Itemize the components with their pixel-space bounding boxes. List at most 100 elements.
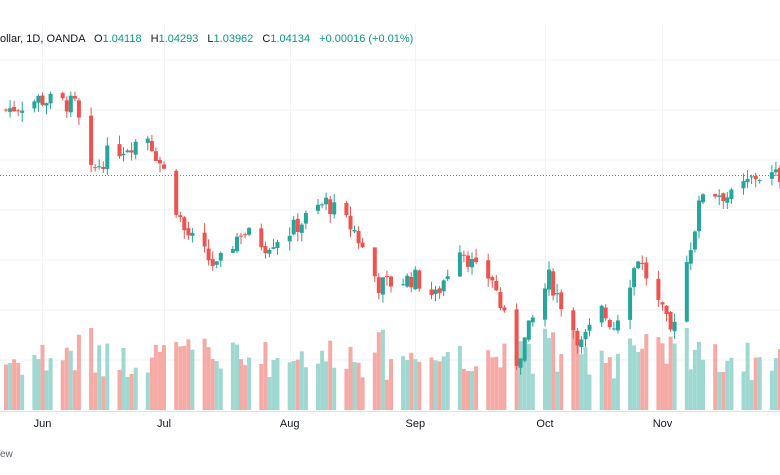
candle-body[interactable] xyxy=(753,176,758,180)
candle-body[interactable] xyxy=(599,305,604,323)
candle-body[interactable] xyxy=(89,115,94,165)
candle-body[interactable] xyxy=(129,150,134,153)
candle-body[interactable] xyxy=(97,166,102,168)
candle-body[interactable] xyxy=(12,107,17,112)
candle-body[interactable] xyxy=(158,159,162,164)
candle-body[interactable] xyxy=(526,320,531,340)
candle-body[interactable] xyxy=(409,276,414,288)
candle-body[interactable] xyxy=(555,293,560,295)
candle-body[interactable] xyxy=(778,167,780,183)
candle-body[interactable] xyxy=(461,254,466,256)
candle-body[interactable] xyxy=(202,232,207,247)
candle-body[interactable] xyxy=(153,151,158,161)
candle-body[interactable] xyxy=(551,271,556,296)
candle-body[interactable] xyxy=(522,337,527,361)
candle-body[interactable] xyxy=(348,215,353,230)
candle-body[interactable] xyxy=(8,108,13,112)
candle-body[interactable] xyxy=(692,231,697,250)
candle-body[interactable] xyxy=(729,189,734,200)
candle-body[interactable] xyxy=(320,204,325,206)
candle-body[interactable] xyxy=(749,176,754,178)
candle-body[interactable] xyxy=(701,194,705,203)
candle-body[interactable] xyxy=(328,199,333,215)
candle-body[interactable] xyxy=(745,178,750,183)
candle-body[interactable] xyxy=(218,253,223,261)
candle-body[interactable] xyxy=(466,255,470,267)
candle-body[interactable] xyxy=(93,167,98,169)
candle-body[interactable] xyxy=(32,101,37,109)
candle-body[interactable] xyxy=(384,276,389,278)
candle-body[interactable] xyxy=(656,278,661,300)
candle-body[interactable] xyxy=(267,250,272,254)
candle-body[interactable] xyxy=(247,227,252,235)
candle-body[interactable] xyxy=(243,234,248,236)
candle-body[interactable] xyxy=(660,302,665,305)
candle-body[interactable] xyxy=(259,228,264,248)
candle-body[interactable] xyxy=(64,100,69,112)
candle-body[interactable] xyxy=(182,217,187,231)
candle-body[interactable] xyxy=(628,287,633,320)
candle-body[interactable] xyxy=(149,141,154,152)
candle-body[interactable] xyxy=(583,331,588,340)
candle-body[interactable] xyxy=(640,263,645,264)
candle-body[interactable] xyxy=(101,167,106,169)
candle-body[interactable] xyxy=(644,262,649,279)
candle-body[interactable] xyxy=(332,202,337,215)
candle-body[interactable] xyxy=(445,276,450,280)
candle-body[interactable] xyxy=(36,95,41,103)
candle-body[interactable] xyxy=(380,277,385,295)
candle-body[interactable] xyxy=(741,181,746,189)
candle-body[interactable] xyxy=(429,289,434,295)
candle-body[interactable] xyxy=(571,310,576,330)
candle-body[interactable] xyxy=(133,141,138,155)
candle-body[interactable] xyxy=(474,257,479,263)
candle-body[interactable] xyxy=(433,289,438,295)
candle-body[interactable] xyxy=(417,270,422,289)
candle-body[interactable] xyxy=(607,320,612,328)
candle-body[interactable] xyxy=(611,328,616,330)
candle-body[interactable] xyxy=(178,215,183,217)
candle-body[interactable] xyxy=(721,193,726,201)
candle-body[interactable] xyxy=(684,262,689,322)
candle-body[interactable] xyxy=(16,110,21,112)
candle-body[interactable] xyxy=(299,224,304,233)
candle-body[interactable] xyxy=(559,292,564,310)
candle-body[interactable] xyxy=(145,138,150,143)
candle-body[interactable] xyxy=(303,213,308,224)
candle-body[interactable] xyxy=(457,252,462,277)
candle-body[interactable] xyxy=(356,231,361,244)
candle-body[interactable] xyxy=(48,93,53,104)
candle-body[interactable] xyxy=(372,247,377,277)
candle-body[interactable] xyxy=(575,330,580,346)
candle-body[interactable] xyxy=(514,309,519,366)
candle-body[interactable] xyxy=(287,235,292,242)
candle-body[interactable] xyxy=(668,312,673,330)
candle-body[interactable] xyxy=(470,259,474,268)
candle-body[interactable] xyxy=(230,249,235,253)
candle-body[interactable] xyxy=(486,260,491,279)
candle-body[interactable] xyxy=(401,284,406,286)
candle-body[interactable] xyxy=(72,96,77,99)
candle-body[interactable] xyxy=(697,200,701,232)
candle-body[interactable] xyxy=(603,307,608,319)
candle-body[interactable] xyxy=(672,321,677,332)
candle-body[interactable] xyxy=(121,153,126,156)
candle-body[interactable] xyxy=(632,268,637,287)
candle-body[interactable] xyxy=(206,248,211,261)
candle-body[interactable] xyxy=(125,150,130,153)
candle-body[interactable] xyxy=(543,288,547,320)
candle-body[interactable] xyxy=(214,261,219,265)
candle-body[interactable] xyxy=(263,246,268,254)
candle-body[interactable] xyxy=(437,288,442,294)
candle-body[interactable] xyxy=(44,103,49,106)
candle-body[interactable] xyxy=(271,247,276,249)
candle-body[interactable] xyxy=(757,180,762,182)
candle-body[interactable] xyxy=(174,170,179,215)
candle-body[interactable] xyxy=(502,307,507,311)
candle-body[interactable] xyxy=(4,109,8,111)
candle-body[interactable] xyxy=(413,269,418,290)
candle-body[interactable] xyxy=(773,169,778,173)
candle-body[interactable] xyxy=(530,317,535,323)
candle-body[interactable] xyxy=(376,277,381,293)
